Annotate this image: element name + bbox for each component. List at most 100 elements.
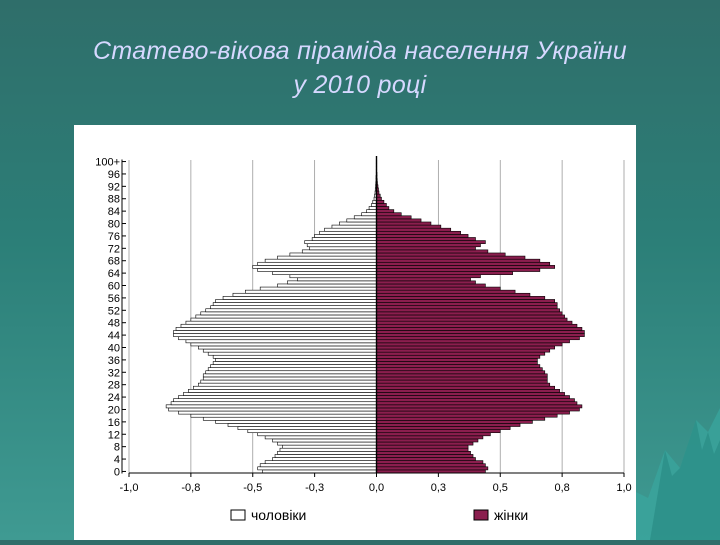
bar-male [278,451,377,454]
bar-female [377,278,471,281]
bar-female [377,368,543,371]
bar-male [280,448,377,451]
bar-female [377,383,550,386]
bar-male [278,284,377,287]
bar-male [183,392,376,395]
bar-female [377,337,580,340]
bar-male [372,203,377,206]
bar-female [377,259,540,262]
bar-female [377,250,488,253]
bar-male [258,467,377,470]
bar-female [377,399,575,402]
bar-female [377,200,384,203]
y-tick-label: 4 [114,454,120,466]
bar-male [233,293,377,296]
bar-female [377,244,481,247]
bar-male [203,417,376,420]
bar-male [273,458,377,461]
x-tick-label: 1,0 [616,482,631,494]
x-tick-label: 0,0 [369,482,384,494]
bar-male [216,299,377,302]
bar-male [260,464,376,467]
bar-male [179,337,377,340]
bar-female [377,405,582,408]
bar-male [258,262,377,265]
y-tick-label: 8 [114,442,120,454]
bar-female [377,414,558,417]
y-tick-label: 48 [108,318,120,330]
bar-male [275,454,376,457]
y-tick-label: 64 [108,268,120,280]
y-tick-label: 96 [108,169,120,181]
bar-male [258,433,377,436]
bar-male [186,340,377,343]
bar-male [166,405,376,408]
bar-male [181,324,377,327]
bar-male [169,408,377,411]
bar-male [174,399,377,402]
x-tick-label: -1,0 [120,482,139,494]
bar-male [258,268,377,271]
bar-female [377,361,538,364]
y-tick-label: 28 [108,380,120,392]
bar-female [377,287,501,290]
bar-female [377,461,483,464]
bar-female [377,265,555,268]
bar-male [273,439,377,442]
bar-female [377,306,558,309]
bar-female [377,430,501,433]
y-tick-label: 100+ [95,157,120,169]
bar-female [377,420,533,423]
bar-male [367,210,377,213]
bar-male [347,219,377,222]
y-tick-label: 84 [108,206,120,218]
bar-female [377,312,563,315]
bar-male [191,318,377,321]
bar-male [310,247,377,250]
bar-female [377,281,476,284]
bar-male [179,396,377,399]
bar-female [377,365,540,368]
bar-male [287,281,376,284]
bar-female [377,377,548,380]
bar-male [238,427,377,430]
bar-female [377,340,570,343]
bar-female [377,327,582,330]
bar-male [339,222,376,225]
bar-female [377,315,565,318]
bar-female [377,433,491,436]
bar-male [253,265,377,268]
bar-female [377,358,538,361]
bar-male [216,358,377,361]
bar-female [377,247,476,250]
x-tick-label: -0,8 [181,482,200,494]
bar-female [377,389,560,392]
bar-female [377,234,469,237]
bar-male [362,213,377,216]
bar-male [201,312,377,315]
bar-female [377,346,555,349]
y-tick-label: 44 [108,330,120,342]
bar-female [377,219,422,222]
bar-male [211,306,377,309]
bar-male [290,275,377,278]
bar-female [377,408,580,411]
bar-female [377,303,558,306]
bar-male [369,206,376,209]
bar-female [377,396,570,399]
bar-male [176,327,376,330]
bar-male [208,368,376,371]
bar-male [248,430,377,433]
legend-swatch [231,510,245,520]
bar-female [377,309,560,312]
bar-female [377,392,565,395]
bar-male [211,365,377,368]
bars-layer [166,160,584,473]
bar-female [377,374,548,377]
bar-female [377,436,483,439]
bar-male [307,244,376,247]
bar-female [377,371,545,374]
